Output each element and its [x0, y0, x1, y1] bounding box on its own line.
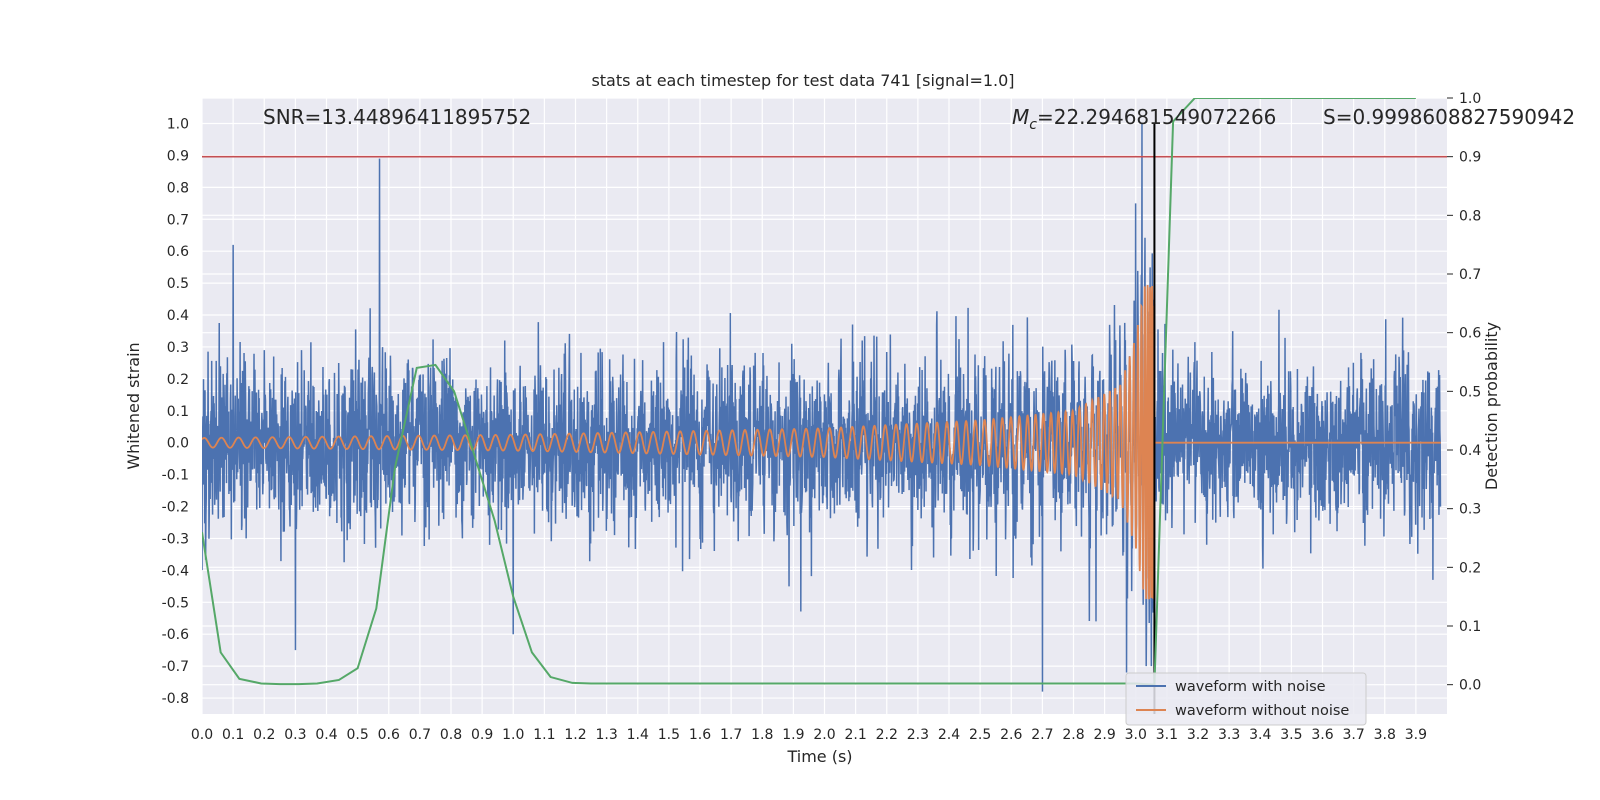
- x-tick-label: 1.5: [658, 727, 680, 743]
- y-left-tick-label: 0.0: [167, 436, 189, 452]
- legend-label-noise: waveform with noise: [1175, 679, 1326, 695]
- y-left-tick-label: -0.6: [162, 627, 189, 643]
- x-tick-label: 1.9: [782, 727, 804, 743]
- chirp-mass-symbol: M: [1012, 105, 1029, 129]
- x-tick-label: 1.8: [751, 727, 773, 743]
- x-tick-label: 3.4: [1249, 727, 1271, 743]
- x-tick-label: 0.5: [346, 727, 368, 743]
- y-left-tick-label: 0.1: [167, 404, 189, 420]
- x-tick-label: 2.4: [938, 727, 960, 743]
- x-tick-label: 0.0: [191, 727, 213, 743]
- y-left-tick-label: 0.3: [167, 340, 189, 356]
- x-tick-label: 1.1: [533, 727, 555, 743]
- x-tick-label: 2.8: [1062, 727, 1084, 743]
- y-left-tick-label: 0.4: [167, 308, 189, 324]
- score-annotation: S=0.9998608827590942: [1323, 105, 1575, 129]
- y-right-tick-label: 1.0: [1459, 91, 1481, 107]
- x-tick-label: 1.7: [720, 727, 742, 743]
- x-tick-label: 3.8: [1374, 727, 1396, 743]
- x-tick-label: 0.8: [440, 727, 462, 743]
- y-left-axis-label: Whitened strain: [124, 342, 143, 469]
- x-tick-label: 1.4: [627, 727, 649, 743]
- y-left-tick-label: 0.6: [167, 244, 189, 260]
- x-tick-label: 1.2: [564, 727, 586, 743]
- tick-labels: 0.0 0.1 0.2 0.3 0.4 0.5 0.6 0.7 0.8 0.9 1.0 1.1 1.2 1…: [162, 91, 1482, 743]
- snr-annotation: SNR=13.44896411895752: [263, 105, 531, 129]
- chirp-mass-subscript: c: [1029, 117, 1037, 133]
- x-tick-label: 0.2: [253, 727, 275, 743]
- x-tick-label: 0.1: [222, 727, 244, 743]
- y-right-tick-label: 0.3: [1459, 502, 1481, 518]
- x-tick-label: 0.3: [284, 727, 306, 743]
- y-left-tick-label: -0.1: [162, 468, 189, 484]
- x-tick-label: 3.6: [1311, 727, 1333, 743]
- x-tick-label: 2.5: [969, 727, 991, 743]
- y-right-tick-label: 0.4: [1459, 443, 1481, 459]
- y-left-tick-label: -0.2: [162, 500, 189, 516]
- y-left-tick-label: -0.4: [162, 563, 189, 579]
- y-right-tick-label: 0.9: [1459, 150, 1481, 166]
- x-tick-label: 1.0: [502, 727, 524, 743]
- y-right-tick-label: 0.1: [1459, 619, 1481, 635]
- x-tick-label: 2.9: [1093, 727, 1115, 743]
- y-right-axis-label: Detection probability: [1482, 322, 1501, 490]
- x-tick-label: 3.2: [1187, 727, 1209, 743]
- x-tick-label: 2.7: [1031, 727, 1053, 743]
- x-tick-label: 3.1: [1156, 727, 1178, 743]
- y-left-tick-label: 0.9: [167, 148, 189, 164]
- y-left-tick-label: 0.8: [167, 180, 189, 196]
- y-left-tick-label: 0.5: [167, 276, 189, 292]
- y-right-tick-label: 0.5: [1459, 384, 1481, 400]
- series-waveform-without-noise: [202, 285, 1441, 600]
- x-tick-label: 3.0: [1125, 727, 1147, 743]
- x-tick-label: 3.5: [1280, 727, 1302, 743]
- chart-title: stats at each timestep for test data 741…: [591, 71, 1014, 90]
- y-right-tick-label: 0.6: [1459, 326, 1481, 342]
- x-tick-label: 3.7: [1342, 727, 1364, 743]
- legend-box: [1125, 672, 1367, 726]
- x-tick-label: 3.3: [1218, 727, 1240, 743]
- x-axis-label: Time (s): [786, 747, 852, 766]
- x-tick-label: 2.6: [1000, 727, 1022, 743]
- chirp-mass-value: =22.294681549072266: [1037, 105, 1276, 129]
- x-tick-label: 2.3: [907, 727, 929, 743]
- x-tick-label: 2.1: [844, 727, 866, 743]
- y-right-tick-label: 0.8: [1459, 208, 1481, 224]
- y-right-tick-label: 0.0: [1459, 678, 1481, 694]
- x-tick-label: 0.7: [409, 727, 431, 743]
- y-right-tick-label: 0.7: [1459, 267, 1481, 283]
- y-left-tick-label: -0.7: [162, 659, 189, 675]
- x-tick-label: 2.2: [876, 727, 898, 743]
- y-left-tick-label: 0.7: [167, 212, 189, 228]
- x-tick-label: 1.3: [595, 727, 617, 743]
- x-tick-label: 0.9: [471, 727, 493, 743]
- legend-label-clean: waveform without noise: [1175, 703, 1349, 719]
- y-right-tick-label: 0.2: [1459, 560, 1481, 576]
- y-left-tick-label: 0.2: [167, 372, 189, 388]
- y-left-tick-label: -0.8: [162, 691, 189, 707]
- y-left-tick-label: 1.0: [167, 117, 189, 133]
- x-tick-label: 1.6: [689, 727, 711, 743]
- chirp-mass-annotation: Mc=22.294681549072266: [1012, 105, 1276, 133]
- legend: waveform with noise waveform without noi…: [1125, 672, 1367, 726]
- x-tick-label: 0.6: [378, 727, 400, 743]
- x-tick-label: 0.4: [315, 727, 337, 743]
- y-left-tick-label: -0.3: [162, 531, 189, 547]
- x-tick-label: 3.9: [1405, 727, 1427, 743]
- x-tick-label: 2.0: [813, 727, 835, 743]
- y-left-tick-label: -0.5: [162, 595, 189, 611]
